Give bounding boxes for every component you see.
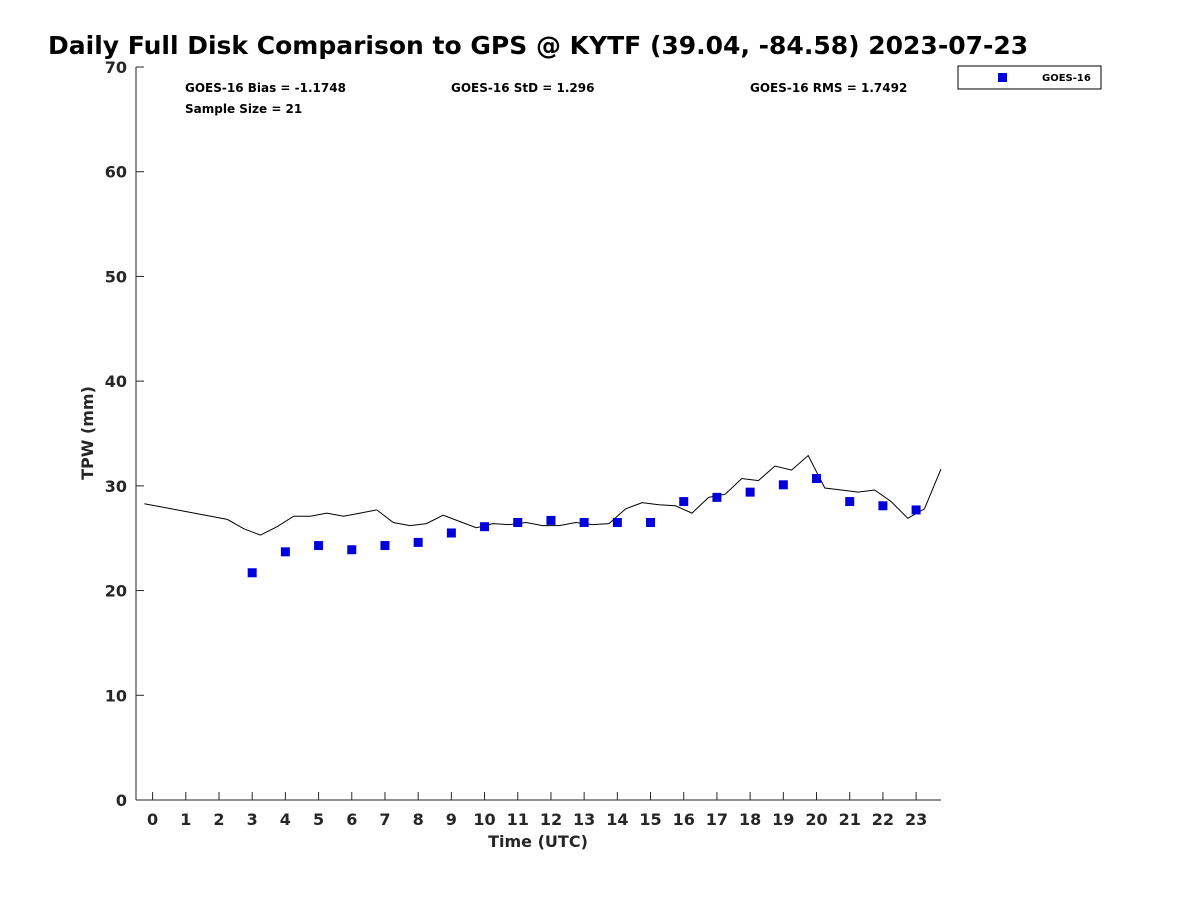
legend: GOES-16 (957, 65, 1102, 90)
data-point-goes16 (778, 480, 788, 490)
x-tick-label: 18 (739, 810, 761, 829)
legend-label: GOES-16 (1042, 73, 1091, 84)
x-tick-label: 19 (772, 810, 794, 829)
y-tick-label: 20 (105, 582, 127, 601)
data-point-goes16 (712, 492, 722, 502)
y-tick-label: 70 (105, 58, 127, 77)
x-tick-label: 6 (346, 810, 357, 829)
y-tick-label: 50 (105, 267, 127, 286)
data-point-goes16 (546, 515, 556, 525)
x-tick-label: 10 (473, 810, 495, 829)
plot-area (144, 454, 942, 578)
x-tick-label: 20 (805, 810, 827, 829)
data-point-goes16 (446, 528, 456, 538)
data-point-goes16 (745, 487, 755, 497)
x-tick-label: 3 (247, 810, 258, 829)
stats-annotations: GOES-16 Bias = -1.1748 GOES-16 StD = 1.2… (185, 81, 907, 116)
data-point-goes16 (911, 505, 921, 515)
x-tick-label: 0 (147, 810, 158, 829)
x-tick-label: 23 (905, 810, 927, 829)
axes (135, 67, 941, 801)
x-tick-label: 16 (673, 810, 695, 829)
x-tick-label: 1 (180, 810, 191, 829)
data-point-goes16 (314, 541, 324, 551)
data-point-goes16 (413, 537, 423, 547)
x-tick-label: 22 (872, 810, 894, 829)
data-point-goes16 (646, 518, 656, 528)
y-tick-label: 40 (105, 372, 127, 391)
y-tick-label: 60 (105, 163, 127, 182)
data-point-goes16 (579, 518, 589, 528)
data-point-goes16 (612, 518, 622, 528)
x-tick-label: 9 (446, 810, 457, 829)
series-line-gps (144, 454, 942, 536)
x-axis-label: Time (UTC) (488, 832, 588, 851)
x-tick-label: 7 (379, 810, 390, 829)
x-tick-label: 2 (213, 810, 224, 829)
y-axis-label: TPW (mm) (78, 386, 97, 480)
data-point-goes16 (513, 518, 523, 528)
x-tick-label: 14 (606, 810, 628, 829)
stat-std: GOES-16 StD = 1.296 (451, 81, 594, 95)
chart-title: Daily Full Disk Comparison to GPS @ KYTF… (48, 31, 1028, 60)
x-tick-label: 15 (639, 810, 661, 829)
data-point-goes16 (280, 547, 290, 557)
y-tick-label: 10 (105, 686, 127, 705)
x-tick-label: 5 (313, 810, 324, 829)
x-tick-label: 8 (413, 810, 424, 829)
x-tick-label: 21 (839, 810, 861, 829)
data-point-goes16 (480, 522, 490, 532)
data-point-goes16 (679, 497, 689, 507)
data-point-goes16 (380, 541, 390, 551)
x-tick-label: 4 (280, 810, 291, 829)
legend-marker (998, 73, 1007, 82)
stat-sample-size: Sample Size = 21 (185, 102, 302, 116)
data-point-goes16 (845, 497, 855, 507)
x-tick-label: 11 (507, 810, 529, 829)
y-tick-label: 30 (105, 477, 127, 496)
data-point-goes16 (878, 501, 888, 511)
data-point-goes16 (247, 568, 257, 578)
x-tick-label: 13 (573, 810, 595, 829)
stat-rms: GOES-16 RMS = 1.7492 (750, 81, 907, 95)
x-tick-label: 17 (706, 810, 728, 829)
data-point-goes16 (347, 545, 357, 555)
x-tick-label: 12 (540, 810, 562, 829)
legend-box (957, 65, 1102, 90)
y-tick-label: 0 (116, 791, 127, 810)
data-point-goes16 (812, 474, 822, 484)
stat-bias: GOES-16 Bias = -1.1748 (185, 81, 346, 95)
